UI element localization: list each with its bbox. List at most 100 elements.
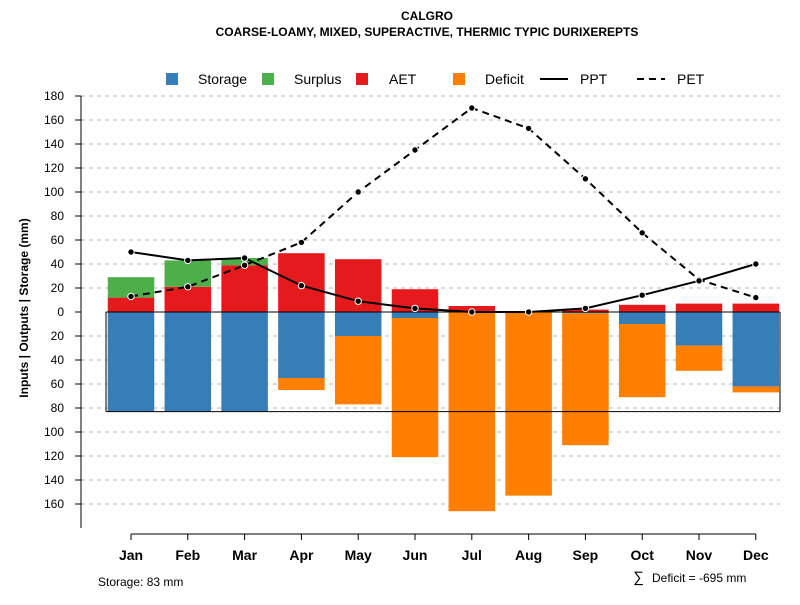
legend-item-ppt: PPT xyxy=(540,71,608,87)
ppt-point xyxy=(581,304,590,313)
x-tick-label: Nov xyxy=(686,547,713,563)
storage-bar xyxy=(618,312,666,324)
legend-swatch xyxy=(166,73,178,85)
y-tick-label: 180 xyxy=(44,89,64,103)
y-tick-label: 60 xyxy=(51,377,65,391)
pet-point xyxy=(468,104,476,112)
pet-point xyxy=(581,175,590,183)
reference-lines xyxy=(105,311,781,413)
aet-bar xyxy=(164,286,212,312)
ppt-point xyxy=(240,254,249,262)
x-tick-label: Jul xyxy=(462,547,482,563)
legend-item-pet: PET xyxy=(637,71,705,87)
ppt-point xyxy=(468,308,476,316)
ppt-point xyxy=(127,248,135,256)
x-tick-label: Feb xyxy=(175,547,200,563)
y-tick-label: 140 xyxy=(44,473,64,487)
deficit-bar xyxy=(618,324,666,398)
ppt-point xyxy=(752,260,760,268)
x-tick-label: May xyxy=(345,547,372,563)
y-tick-label: 160 xyxy=(44,113,64,127)
ppt-point xyxy=(184,256,192,265)
y-tick-label: 20 xyxy=(51,329,65,343)
ppt-point xyxy=(638,291,646,299)
y-tick-label: 120 xyxy=(44,449,64,463)
x-tick-label: Jun xyxy=(403,547,428,563)
surplus-bar xyxy=(164,260,212,287)
x-axis: Jan Feb Mar Apr May Jun Jul Aug Sep Oct Nov Dec xyxy=(119,533,769,563)
aet-bar xyxy=(107,297,155,312)
legend-item-surplus: Surplus xyxy=(262,71,341,87)
ppt-line xyxy=(130,251,757,313)
legend-label: Deficit xyxy=(485,71,524,87)
x-tick-label: Mar xyxy=(232,547,257,563)
bars-layer xyxy=(107,253,780,512)
legend-label: PET xyxy=(677,71,705,87)
y-tick-label: 20 xyxy=(51,281,65,295)
storage-bar xyxy=(334,312,382,336)
storage-bar xyxy=(107,312,155,412)
pet-line xyxy=(130,106,757,299)
legend-item-aet: AET xyxy=(356,71,417,87)
y-tick-label: 100 xyxy=(44,185,64,199)
legend-item-deficit: Deficit xyxy=(453,71,524,87)
y-tick-label: 160 xyxy=(44,497,64,511)
ppt-point xyxy=(411,304,419,313)
legend-label: Storage xyxy=(198,71,247,87)
y-tick-label: 80 xyxy=(51,401,65,415)
storage-bar xyxy=(391,312,439,318)
chart-title: CALGRO xyxy=(401,9,453,23)
storage-bar xyxy=(675,312,723,346)
deficit-bar xyxy=(675,345,723,371)
deficit-sum-symbol: ∑ xyxy=(633,569,644,586)
y-tick-label: 40 xyxy=(51,353,65,367)
pet-point xyxy=(752,293,760,302)
legend-item-storage: Storage xyxy=(166,71,247,87)
deficit-bar xyxy=(278,378,325,390)
pet-point xyxy=(638,229,646,237)
pet-point xyxy=(297,238,306,247)
y-tick-label: 140 xyxy=(44,137,64,151)
legend-label: PPT xyxy=(580,71,608,87)
legend-swatch xyxy=(356,73,368,85)
deficit-bar xyxy=(732,386,780,393)
x-tick-label: Jan xyxy=(119,547,143,563)
storage-bar xyxy=(278,312,325,378)
storage-bar xyxy=(732,312,780,387)
aet-bar xyxy=(221,265,268,312)
storage-bar xyxy=(164,312,212,412)
y-tick-label: 0 xyxy=(57,305,64,319)
deficit-bar xyxy=(391,318,439,458)
ppt-point xyxy=(695,277,703,285)
pet-point xyxy=(184,283,192,291)
x-tick-label: Dec xyxy=(743,547,769,563)
aet-bar xyxy=(675,303,723,312)
storage-bar xyxy=(221,312,268,412)
ppt-point xyxy=(524,308,533,316)
storage-bar xyxy=(562,312,609,314)
aet-bar xyxy=(618,304,666,312)
pet-point xyxy=(524,124,533,133)
deficit-bar xyxy=(505,312,552,496)
pet-point xyxy=(411,146,419,154)
deficit-bar xyxy=(562,313,609,446)
storage-note: Storage: 83 mm xyxy=(98,575,183,589)
lines-layer xyxy=(127,104,760,316)
y-tick-label: 120 xyxy=(44,161,64,175)
x-tick-label: Sep xyxy=(573,547,599,563)
x-tick-label: Oct xyxy=(631,547,655,563)
pet-point xyxy=(240,261,249,269)
deficit-bar xyxy=(334,336,382,405)
pet-point xyxy=(127,292,135,301)
ppt-point xyxy=(297,281,306,290)
y-axis: 180 160 140 120 100 80 60 40 20 0 20 40 60 80 100 120 14… xyxy=(44,89,82,528)
legend-swatch xyxy=(262,73,274,85)
ppt-point xyxy=(354,297,362,305)
y-axis-label: Inputs | Outputs | Storage (mm) xyxy=(17,218,31,397)
legend-label: AET xyxy=(389,71,417,87)
y-tick-label: 80 xyxy=(51,209,65,223)
x-tick-label: Aug xyxy=(515,547,542,563)
y-tick-label: 40 xyxy=(51,257,65,271)
aet-bar xyxy=(732,303,780,312)
